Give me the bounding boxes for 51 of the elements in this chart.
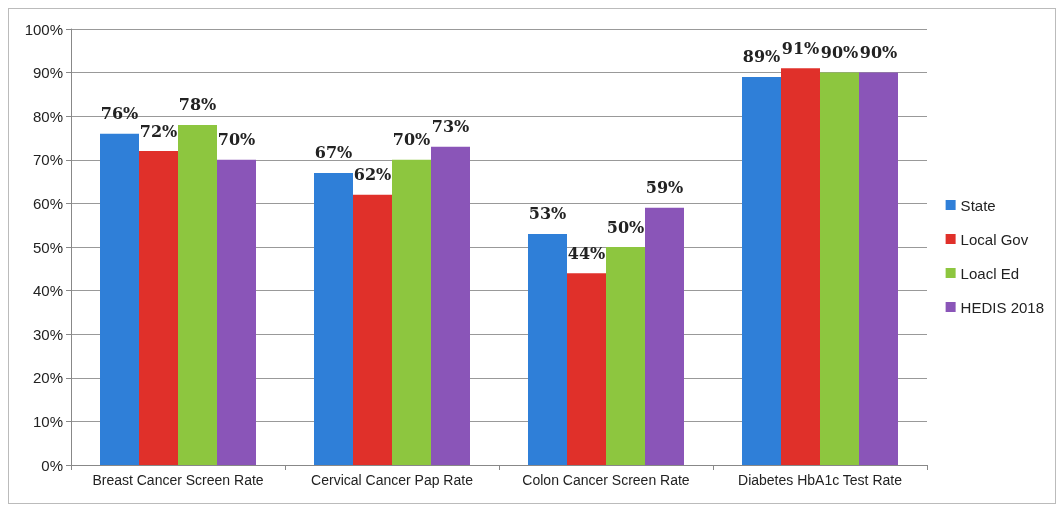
bar (528, 233, 567, 465)
x-tick-label: Colon Cancer Screen Rate (522, 472, 690, 488)
y-tick-label: 20% (32, 369, 63, 387)
bar (353, 194, 392, 465)
bar (742, 76, 781, 465)
data-label: 50% (606, 217, 645, 237)
bar (100, 133, 139, 465)
bar (859, 72, 898, 465)
y-tick-label: 90% (32, 64, 63, 82)
bar (606, 247, 645, 465)
bar (645, 207, 684, 465)
data-label: 62% (353, 165, 392, 185)
legend-label: State (960, 196, 996, 214)
data-label: 78% (178, 95, 217, 115)
data-label: 67% (314, 143, 353, 163)
data-label: 89% (742, 47, 781, 67)
bar (567, 273, 606, 465)
bar (820, 72, 859, 465)
bar (781, 68, 820, 465)
bar (431, 146, 470, 465)
data-label: 90% (859, 43, 898, 63)
y-tick-label: 0% (41, 456, 63, 474)
data-label: 76% (100, 104, 139, 124)
y-tick-label: 40% (32, 282, 63, 300)
data-label: 44% (567, 243, 606, 263)
y-tick-label: 10% (32, 412, 63, 430)
y-tick-label: 50% (32, 238, 63, 256)
y-tick-label: 60% (32, 194, 63, 212)
bar (217, 159, 256, 465)
data-label: 59% (645, 178, 684, 198)
legend-label: HEDIS 2018 (960, 298, 1045, 316)
y-tick-label: 30% (32, 325, 63, 343)
y-tick-label: 80% (32, 107, 63, 125)
bar (314, 172, 353, 465)
data-label: 72% (139, 121, 178, 141)
data-label: 53% (528, 204, 567, 224)
data-label: 70% (392, 130, 431, 150)
bar (392, 159, 431, 465)
bar (139, 151, 178, 465)
data-label: 70% (217, 130, 256, 150)
data-label: 73% (431, 117, 470, 137)
x-tick-label: Breast Cancer Screen Rate (92, 472, 264, 488)
y-tick-label: 70% (32, 151, 63, 169)
x-tick-label: Diabetes HbA1c Test Rate (738, 472, 903, 488)
data-label: 90% (820, 43, 859, 63)
legend-label: Local Gov (960, 230, 1029, 248)
x-tick-label: Cervical Cancer Pap Rate (311, 472, 474, 488)
bar (178, 124, 217, 465)
y-tick-label: 100% (24, 20, 63, 38)
data-label: 91% (781, 38, 820, 58)
legend-label: Loacl Ed (960, 264, 1019, 282)
